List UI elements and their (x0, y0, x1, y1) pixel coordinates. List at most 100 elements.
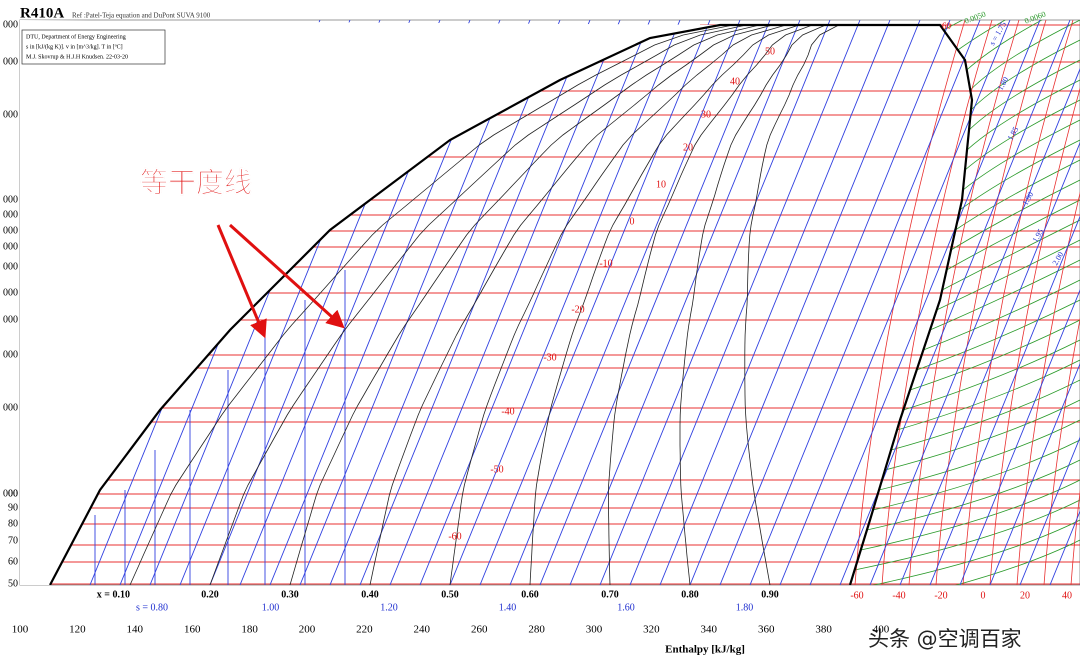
isochore (957, 20, 1006, 51)
isentrope-liquid (265, 584, 266, 585)
quality-line (129, 24, 734, 585)
isentrope (749, 20, 981, 585)
isotherm-label: 40 (730, 76, 740, 87)
x-tick-label: 120 (69, 624, 86, 636)
pressure-label: 000 (3, 56, 18, 67)
isochore (966, 79, 1080, 151)
isentrope (629, 20, 861, 585)
isotherm-label: -20 (571, 304, 584, 315)
isentrope-liquid (345, 584, 346, 585)
quality-label: 0.40 (361, 589, 379, 600)
x-axis-label: Enthalpy [kJ/kg] (665, 644, 745, 656)
reference: Ref :Patel-Teja equation and DuPont SUVA… (72, 12, 211, 20)
isotherm-label: 10 (656, 179, 666, 190)
entropy-label: 1.00 (262, 602, 280, 613)
isochore (866, 459, 1080, 531)
isotherm-label: 0 (630, 216, 635, 227)
isochore (890, 379, 1080, 451)
x-tick-label: 300 (586, 624, 603, 636)
info-line: DTU, Department of Energy Engineering (26, 33, 126, 40)
pressure-label: 90 (8, 502, 18, 513)
pressure-label: 000 (3, 402, 18, 413)
quality-label: 0.50 (441, 589, 459, 600)
isochore (936, 239, 1080, 311)
isentrope (959, 289, 1080, 585)
isotherm (1070, 489, 1080, 585)
superheat-temperature-label: 40 (1062, 590, 1072, 601)
isentrope (809, 20, 1041, 585)
arrow (216, 224, 267, 339)
pressure-label: 70 (8, 535, 18, 546)
quality-line (209, 24, 747, 585)
superheat-temperature-label: 0 (981, 590, 986, 601)
isochore (923, 279, 1080, 351)
isotherm-label: -60 (448, 531, 461, 542)
isentrope (1019, 436, 1080, 585)
isentrope-liquid (228, 584, 229, 585)
pressure-label: 00 (8, 488, 18, 499)
isotherm-label: -40 (501, 406, 514, 417)
x-tick-label: 240 (414, 624, 431, 636)
isochore (903, 339, 1080, 411)
quality-label: 0.90 (761, 589, 779, 600)
isentrope (989, 362, 1080, 585)
x-tick-label: 220 (356, 624, 373, 636)
x-tick-label: 280 (528, 624, 545, 636)
superheat-temperature-label: 20 (1020, 590, 1030, 601)
pressure-label: 80 (8, 518, 18, 529)
isochore (950, 179, 1080, 251)
pressure-label: 000 (3, 287, 18, 298)
isotherm (935, 20, 1047, 585)
superheat-temperature-label: -40 (892, 590, 905, 601)
superheat-temperature-label: -20 (934, 590, 947, 601)
isentrope (449, 20, 681, 585)
entropy-label: 1.80 (736, 602, 754, 613)
isotherm-label: -50 (490, 464, 503, 475)
x-tick-label: 320 (643, 624, 660, 636)
annotation: 等干度线 (140, 166, 252, 199)
isochore (955, 159, 1080, 231)
isentrope (689, 20, 921, 585)
pressure-label: 50 (8, 578, 18, 589)
x-tick-label: 360 (758, 624, 775, 636)
isentrope (599, 20, 831, 585)
watermark: 头条 @空调百家 (868, 627, 1022, 651)
x-tick-label: 340 (701, 624, 718, 636)
isotherm (1043, 317, 1080, 585)
isentrope-liquid (155, 584, 156, 585)
isochore (854, 499, 1080, 571)
isentrope (659, 20, 891, 585)
isentrope (539, 20, 771, 585)
isentrope (329, 20, 561, 585)
pressure-label: 000 (3, 209, 18, 220)
entropy-label: s = 0.80 (136, 602, 168, 613)
isentrope (389, 20, 621, 585)
pressure-label: 000 (3, 488, 18, 499)
quality-line (529, 24, 800, 585)
pressure-label: 000 (3, 225, 18, 236)
isochore (964, 99, 1080, 171)
isotherm-label: 50 (765, 46, 775, 57)
isotherm (881, 20, 993, 585)
pressure-label: 000 (3, 194, 18, 205)
superheat-temperature-label: -60 (850, 590, 863, 601)
title: R410A (20, 5, 64, 21)
isochore (884, 399, 1080, 471)
quality-line (369, 24, 773, 585)
arrow (228, 223, 345, 329)
isentrope (869, 67, 1080, 585)
entropy-label: 1.20 (380, 602, 398, 613)
pressure-label: 000 (3, 19, 18, 30)
pressure-label: 000 (3, 109, 18, 120)
info-line: s in [kJ/(kg K)]. v in [m^3/kg]. T in [º… (26, 43, 123, 50)
pressure-label: 000 (3, 261, 18, 272)
x-tick-label: 160 (184, 624, 201, 636)
isochore (878, 419, 1080, 491)
isochore (970, 39, 1080, 111)
mask (20, 20, 720, 585)
quality-label: 0.80 (681, 589, 699, 600)
x-tick-label: 100 (12, 624, 29, 636)
isochore (909, 319, 1080, 391)
quality-line (744, 24, 839, 585)
